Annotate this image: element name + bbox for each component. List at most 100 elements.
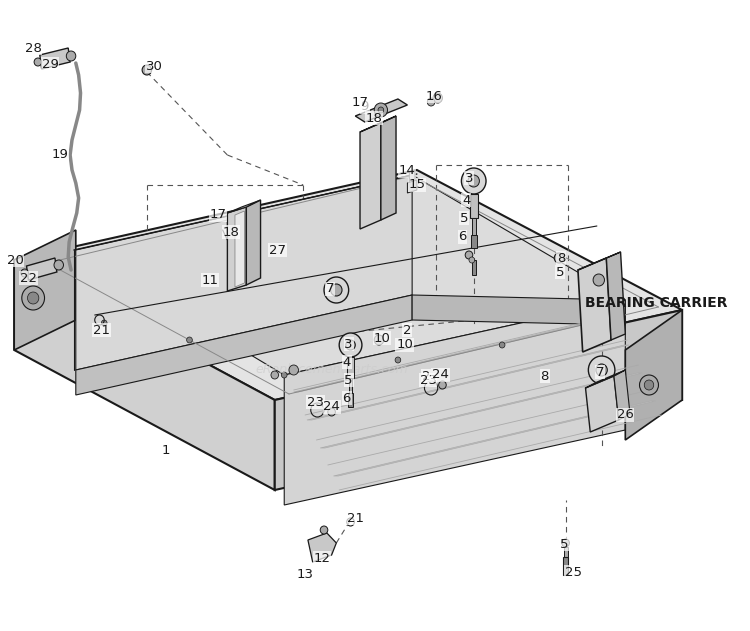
Polygon shape xyxy=(76,295,413,395)
Polygon shape xyxy=(76,175,413,370)
Polygon shape xyxy=(227,207,246,291)
Circle shape xyxy=(142,65,152,75)
Polygon shape xyxy=(14,170,682,400)
Polygon shape xyxy=(76,175,626,375)
Circle shape xyxy=(101,320,107,326)
Polygon shape xyxy=(562,557,568,575)
Polygon shape xyxy=(284,300,626,505)
Polygon shape xyxy=(346,357,354,378)
Polygon shape xyxy=(360,123,381,229)
Text: 23: 23 xyxy=(420,374,436,387)
Text: 24: 24 xyxy=(432,369,449,382)
Text: 2: 2 xyxy=(404,324,412,336)
Text: 4: 4 xyxy=(343,355,351,369)
Polygon shape xyxy=(320,373,642,448)
Text: 13: 13 xyxy=(296,569,314,582)
Circle shape xyxy=(439,381,446,389)
Circle shape xyxy=(328,408,335,416)
Polygon shape xyxy=(246,200,260,285)
Circle shape xyxy=(596,364,608,376)
Polygon shape xyxy=(14,230,76,350)
Circle shape xyxy=(28,292,39,304)
Circle shape xyxy=(22,286,44,310)
Polygon shape xyxy=(360,116,396,132)
Polygon shape xyxy=(334,401,656,476)
Circle shape xyxy=(433,93,442,103)
Text: 10: 10 xyxy=(374,331,390,345)
Polygon shape xyxy=(348,393,353,407)
Polygon shape xyxy=(472,218,476,235)
Circle shape xyxy=(468,175,479,187)
Text: eReplacementParts.com: eReplacementParts.com xyxy=(255,363,408,377)
Polygon shape xyxy=(349,378,352,393)
Text: BEARING CARRIER: BEARING CARRIER xyxy=(584,296,727,310)
Text: 6: 6 xyxy=(343,391,351,404)
Circle shape xyxy=(281,372,287,378)
Circle shape xyxy=(593,274,604,286)
Polygon shape xyxy=(235,211,244,287)
Text: 5: 5 xyxy=(560,538,569,550)
Circle shape xyxy=(187,337,192,343)
Polygon shape xyxy=(356,99,407,122)
Polygon shape xyxy=(413,295,626,325)
Circle shape xyxy=(374,335,384,345)
Text: 17: 17 xyxy=(352,97,368,110)
Text: 27: 27 xyxy=(269,244,286,256)
Text: 8: 8 xyxy=(556,252,565,264)
Text: 17: 17 xyxy=(209,208,226,221)
Polygon shape xyxy=(578,252,620,270)
Circle shape xyxy=(320,526,328,534)
Circle shape xyxy=(395,357,400,363)
Text: 5: 5 xyxy=(460,211,469,225)
Text: 21: 21 xyxy=(346,512,364,524)
Polygon shape xyxy=(14,260,274,490)
Text: 21: 21 xyxy=(93,324,110,336)
Text: 3: 3 xyxy=(465,172,473,184)
Circle shape xyxy=(324,277,349,303)
Text: 23: 23 xyxy=(307,396,324,408)
Circle shape xyxy=(66,51,76,61)
Polygon shape xyxy=(626,310,682,440)
Polygon shape xyxy=(294,317,616,392)
Circle shape xyxy=(21,269,28,277)
Text: 7: 7 xyxy=(596,365,604,379)
Polygon shape xyxy=(471,235,476,248)
Circle shape xyxy=(378,107,384,113)
Text: 19: 19 xyxy=(51,148,68,162)
Polygon shape xyxy=(578,258,611,352)
Text: 18: 18 xyxy=(366,112,382,124)
Text: 7: 7 xyxy=(326,283,334,295)
Text: 4: 4 xyxy=(462,194,470,206)
Text: 20: 20 xyxy=(7,254,23,266)
Polygon shape xyxy=(40,48,70,69)
Text: 3: 3 xyxy=(344,338,353,350)
Circle shape xyxy=(469,257,475,263)
Text: 14: 14 xyxy=(399,165,416,177)
Circle shape xyxy=(554,253,564,263)
Polygon shape xyxy=(227,200,260,213)
Circle shape xyxy=(640,375,658,395)
Circle shape xyxy=(54,260,64,270)
Circle shape xyxy=(562,539,569,547)
Text: 24: 24 xyxy=(323,401,340,413)
Polygon shape xyxy=(472,260,476,275)
Text: 5: 5 xyxy=(344,374,353,387)
Circle shape xyxy=(339,333,362,357)
Circle shape xyxy=(374,103,388,117)
Text: 10: 10 xyxy=(396,338,413,351)
Circle shape xyxy=(289,365,298,375)
Text: 11: 11 xyxy=(202,273,219,286)
Circle shape xyxy=(584,332,590,338)
Circle shape xyxy=(461,168,486,194)
Polygon shape xyxy=(470,194,478,218)
Circle shape xyxy=(588,356,615,384)
Text: 18: 18 xyxy=(223,225,239,239)
Text: 1: 1 xyxy=(161,444,170,456)
Circle shape xyxy=(346,340,355,350)
Circle shape xyxy=(465,251,472,259)
Circle shape xyxy=(427,98,435,106)
Text: 29: 29 xyxy=(42,57,58,71)
Polygon shape xyxy=(308,533,336,562)
Polygon shape xyxy=(606,252,625,340)
Polygon shape xyxy=(564,547,568,557)
